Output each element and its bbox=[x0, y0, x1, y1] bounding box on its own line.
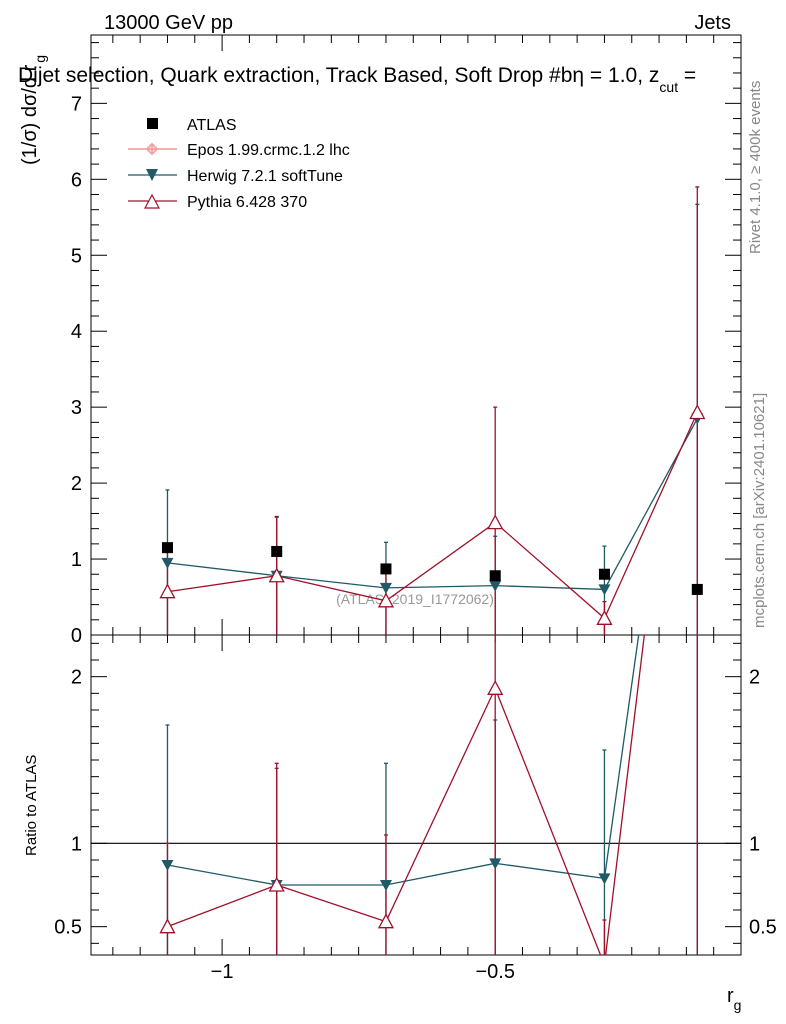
x-axis-label-sub: g bbox=[734, 997, 742, 1013]
legend-label: ATLAS bbox=[187, 117, 237, 134]
y-tick-label-top: 2 bbox=[71, 473, 82, 495]
y-tick-label-bottom-right: 2 bbox=[749, 667, 760, 689]
legend-label: Pythia 6.428 370 bbox=[187, 194, 307, 211]
herwig-marker bbox=[489, 858, 502, 870]
atlas-data-point bbox=[271, 545, 283, 557]
y-tick-label-bottom: 2 bbox=[71, 667, 82, 689]
atlas-data-point bbox=[380, 563, 392, 575]
y-axis-label-bottom: Ratio to ATLAS bbox=[23, 755, 40, 856]
x-axis-label: rg bbox=[727, 985, 741, 1013]
legend-label: Epos 1.99.crmc.1.2 lhc bbox=[187, 142, 350, 159]
plot-title-sub: cut bbox=[659, 79, 678, 95]
atlas-data-point bbox=[598, 568, 610, 580]
y-tick-label-bottom: 0.5 bbox=[54, 917, 82, 939]
plot-title-main: Dijet selection, Quark extraction, Track… bbox=[18, 64, 572, 87]
bottom-panel-frame bbox=[90, 634, 742, 956]
atlas-data-point bbox=[161, 542, 173, 554]
x-tick-label: −0.5 bbox=[475, 961, 514, 983]
pythia-marker bbox=[487, 514, 504, 530]
series-markers bbox=[159, 404, 706, 934]
x-tick-label: −1 bbox=[211, 961, 234, 983]
herwig-marker bbox=[489, 580, 502, 592]
atlas-data-point bbox=[691, 583, 703, 595]
legend-item-pythia: Pythia 6.428 370 bbox=[128, 193, 307, 211]
herwig-line-ratio bbox=[167, 635, 640, 886]
pythia-line-top bbox=[167, 412, 698, 620]
rivet-label: Rivet 4.1.0, ≥ 400k events bbox=[747, 81, 764, 254]
pythia-marker bbox=[159, 918, 176, 934]
analysis-watermark: (ATLAS_2019_I1772062) bbox=[336, 591, 494, 607]
x-axis-label-main: r bbox=[727, 985, 734, 1007]
plot-title-eq: = bbox=[678, 64, 696, 87]
legend-marker-square bbox=[147, 118, 158, 129]
herwig-marker bbox=[598, 873, 611, 885]
pythia-marker bbox=[377, 592, 395, 608]
legend-marker-triangle-up bbox=[143, 193, 161, 209]
legend-marker-triangle-down bbox=[146, 169, 158, 181]
y-tick-label-bottom-right: 0.5 bbox=[749, 917, 777, 939]
herwig-marker bbox=[161, 860, 174, 871]
pythia-marker bbox=[689, 404, 706, 420]
y-tick-label-bottom-right: 1 bbox=[749, 833, 760, 855]
y-axis-label-top: (1/σ) dσ/d rg bbox=[19, 55, 48, 165]
y-tick-label-top: 0 bbox=[71, 625, 82, 647]
pythia-line-ratio bbox=[167, 635, 645, 955]
legend-item-herwig: Herwig 7.2.1 softTune bbox=[128, 168, 343, 185]
legend-item-epos: Epos 1.99.crmc.1.2 lhc bbox=[128, 142, 350, 159]
axes: −1 −0.5 0 1 2 3 4 5 6 7 0.5 0.5 1 1 2 2 bbox=[54, 35, 777, 983]
legend-marker-cross bbox=[147, 144, 157, 154]
pythia-marker bbox=[596, 609, 613, 625]
herwig-marker bbox=[379, 880, 392, 891]
pythia-marker bbox=[377, 913, 395, 929]
y-axis-label-top-sub: g bbox=[32, 55, 48, 63]
y-tick-label-top: 3 bbox=[71, 397, 82, 419]
y-tick-label-top: 5 bbox=[71, 245, 82, 267]
legend-label: Herwig 7.2.1 softTune bbox=[187, 168, 343, 185]
herwig-marker bbox=[598, 584, 611, 596]
pythia-marker bbox=[268, 876, 285, 892]
pythia-marker bbox=[268, 567, 285, 583]
y-tick-label-top: 6 bbox=[71, 169, 82, 191]
pythia-marker bbox=[487, 679, 504, 695]
y-tick-label-top: 4 bbox=[71, 321, 82, 343]
legend: ATLAS Epos 1.99.crmc.1.2 lhc Herwig 7.2.… bbox=[128, 117, 350, 211]
atlas-data-point bbox=[489, 570, 501, 582]
plot-title-eta: η = 1.0, z bbox=[572, 64, 659, 87]
mcplots-label: mcplots.cern.ch [arXiv:2401.10621] bbox=[751, 393, 768, 628]
herwig-marker bbox=[379, 582, 392, 594]
herwig-line-top bbox=[167, 418, 698, 591]
herwig-marker bbox=[161, 557, 174, 569]
y-tick-label-top: 7 bbox=[71, 93, 82, 115]
header-left: 13000 GeV pp bbox=[104, 12, 233, 34]
y-tick-label-bottom: 1 bbox=[71, 833, 82, 855]
y-axis-label-top-main: (1/σ) dσ/d r bbox=[19, 64, 41, 165]
plot-title: Dijet selection, Quark extraction, Track… bbox=[18, 64, 696, 95]
header-right: Jets bbox=[694, 12, 731, 34]
y-tick-label-top: 1 bbox=[71, 549, 82, 571]
legend-item-atlas: ATLAS bbox=[147, 117, 237, 134]
series-lines bbox=[167, 412, 698, 955]
pythia-marker bbox=[159, 583, 176, 599]
